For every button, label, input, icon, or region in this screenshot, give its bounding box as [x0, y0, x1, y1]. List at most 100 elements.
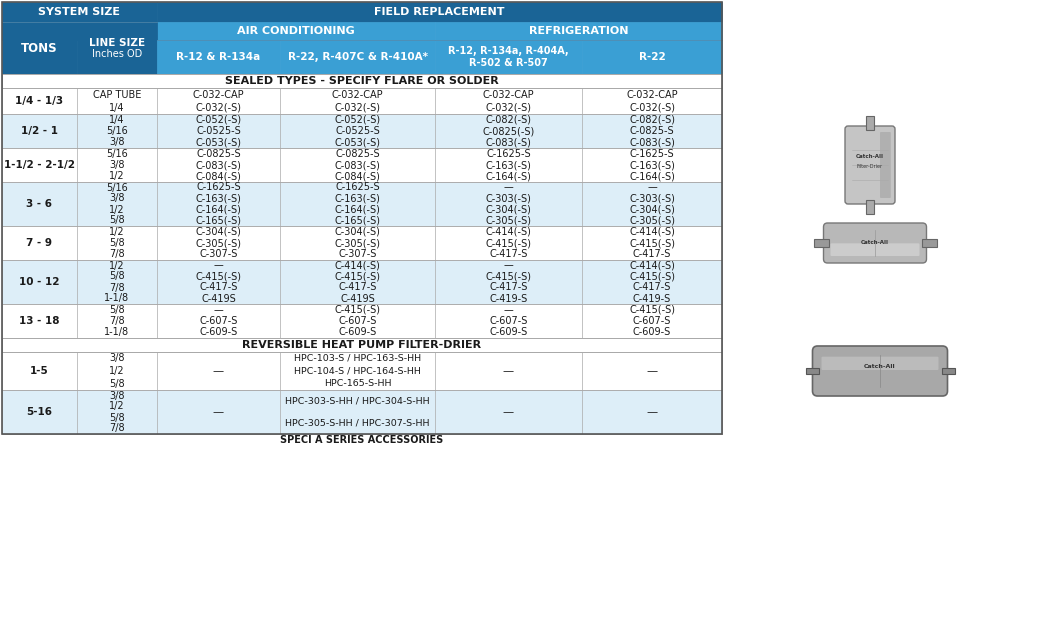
Text: HPC-104-S / HPC-164-S-HH: HPC-104-S / HPC-164-S-HH [294, 367, 421, 376]
Text: 5/8: 5/8 [109, 305, 125, 314]
Bar [2, 74, 722, 88]
Text: —: — [646, 407, 658, 417]
Text: C-414(-S): C-414(-S) [629, 227, 675, 237]
Text: 7/8: 7/8 [109, 282, 125, 293]
Text: 1/2: 1/2 [109, 401, 125, 412]
Text: C-307-S: C-307-S [199, 249, 238, 259]
Text: —: — [214, 305, 223, 314]
Text: C-032-CAP: C-032-CAP [332, 89, 383, 100]
Text: C-304(-S): C-304(-S) [629, 204, 675, 215]
Text: SPECI A SERIES ACCESSORIES: SPECI A SERIES ACCESSORIES [281, 435, 444, 445]
Text: REFRIGERATION: REFRIGERATION [529, 26, 628, 36]
FancyBboxPatch shape [812, 346, 948, 396]
Text: C-304(-S): C-304(-S) [486, 204, 532, 215]
Text: C-0525-S: C-0525-S [335, 126, 380, 136]
Text: C-163(-S): C-163(-S) [486, 160, 532, 170]
Bar [2, 304, 722, 338]
Text: R-12, R-134a, R-404A,: R-12, R-134a, R-404A, [448, 46, 569, 56]
Bar [157, 40, 280, 74]
Text: —: — [646, 366, 658, 376]
Text: C-163(-S): C-163(-S) [196, 194, 242, 203]
Text: 5/8: 5/8 [109, 215, 125, 226]
Text: TONS: TONS [21, 42, 58, 55]
Text: C-052(-S): C-052(-S) [196, 114, 242, 125]
Bar [77, 22, 157, 74]
Text: C-417-S: C-417-S [489, 282, 528, 293]
Text: 1/2: 1/2 [109, 171, 125, 181]
Text: C-607-S: C-607-S [199, 316, 238, 326]
Text: —: — [504, 183, 513, 192]
Text: SYSTEM SIZE: SYSTEM SIZE [39, 7, 120, 17]
Bar [157, 22, 435, 40]
FancyBboxPatch shape [879, 132, 891, 198]
Bar [2, 338, 722, 352]
Text: C-0525-S: C-0525-S [196, 126, 241, 136]
Text: C-165(-S): C-165(-S) [334, 215, 380, 226]
Text: C-052(-S): C-052(-S) [334, 114, 380, 125]
Bar [2, 390, 722, 434]
Bar [280, 40, 435, 74]
Text: C-032(-S): C-032(-S) [196, 102, 242, 113]
Text: 1/4: 1/4 [109, 102, 125, 113]
Text: C-414(-S): C-414(-S) [335, 260, 380, 271]
Text: 1/2 - 1: 1/2 - 1 [21, 126, 58, 136]
FancyBboxPatch shape [845, 126, 895, 204]
Text: C-414(-S): C-414(-S) [629, 260, 675, 271]
Bar [2, 2, 722, 434]
Text: C-163(-S): C-163(-S) [629, 160, 675, 170]
Bar [2, 114, 722, 148]
Text: C-083(-S): C-083(-S) [335, 160, 380, 170]
Text: Catch-All: Catch-All [861, 240, 889, 246]
Text: 1/4: 1/4 [109, 114, 125, 125]
Bar [2, 22, 157, 40]
Text: 5/16: 5/16 [106, 126, 128, 136]
Text: 1-1/8: 1-1/8 [105, 293, 130, 303]
Text: HPC-103-S / HPC-163-S-HH: HPC-103-S / HPC-163-S-HH [294, 354, 421, 363]
Text: —: — [213, 366, 224, 376]
Text: AIR CONDITIONING: AIR CONDITIONING [237, 26, 355, 36]
Text: 5/8: 5/8 [109, 379, 125, 388]
Text: C-164(-S): C-164(-S) [486, 171, 532, 181]
Text: C-609-S: C-609-S [632, 327, 671, 338]
Text: HPC-165-S-HH: HPC-165-S-HH [324, 379, 392, 388]
Text: C-304(-S): C-304(-S) [196, 227, 242, 237]
Text: C-032-CAP: C-032-CAP [483, 89, 534, 100]
Text: C-305(-S): C-305(-S) [334, 238, 380, 248]
Text: C-304(-S): C-304(-S) [335, 227, 380, 237]
Text: C-082(-S): C-082(-S) [629, 114, 675, 125]
Text: 5/8: 5/8 [109, 271, 125, 282]
Text: C-084(-S): C-084(-S) [196, 171, 242, 181]
Text: 1-1/8: 1-1/8 [105, 327, 130, 338]
Text: C-607-S: C-607-S [338, 316, 377, 326]
Text: C-607-S: C-607-S [632, 316, 671, 326]
Text: 5/8: 5/8 [109, 238, 125, 248]
Text: 1-1/2 - 2-1/2: 1-1/2 - 2-1/2 [4, 160, 75, 170]
Text: 5/16: 5/16 [106, 149, 128, 159]
Text: 7/8: 7/8 [109, 316, 125, 326]
Text: —: — [504, 260, 513, 271]
Text: 5-16: 5-16 [26, 407, 52, 417]
Text: 3/8: 3/8 [109, 354, 125, 363]
Text: C-609-S: C-609-S [489, 327, 528, 338]
Text: FIELD REPLACEMENT: FIELD REPLACEMENT [374, 7, 505, 17]
Text: 5/16: 5/16 [106, 183, 128, 192]
Text: C-414(-S): C-414(-S) [486, 227, 532, 237]
Text: —: — [503, 366, 514, 376]
Text: C-417-S: C-417-S [199, 282, 238, 293]
Text: C-303(-S): C-303(-S) [486, 194, 532, 203]
Text: HPC-303-S-HH / HPC-304-S-HH: HPC-303-S-HH / HPC-304-S-HH [285, 397, 430, 406]
Bar [582, 40, 722, 74]
Text: C-307-S: C-307-S [338, 249, 377, 259]
Text: REVERSIBLE HEAT PUMP FILTER-DRIER: REVERSIBLE HEAT PUMP FILTER-DRIER [243, 340, 482, 350]
Text: C-305(-S): C-305(-S) [629, 215, 675, 226]
Bar [2, 88, 722, 114]
Text: HPC-305-S-HH / HPC-307-S-HH: HPC-305-S-HH / HPC-307-S-HH [285, 419, 429, 428]
Text: C-0825-S: C-0825-S [335, 149, 380, 159]
Text: C-417-S: C-417-S [489, 249, 528, 259]
Text: 3/8: 3/8 [109, 160, 125, 170]
Bar [435, 22, 722, 40]
Text: LINE SIZE: LINE SIZE [89, 38, 146, 48]
Text: 3/8: 3/8 [109, 194, 125, 203]
Text: 10 - 12: 10 - 12 [19, 277, 60, 287]
Text: C-163(-S): C-163(-S) [335, 194, 380, 203]
